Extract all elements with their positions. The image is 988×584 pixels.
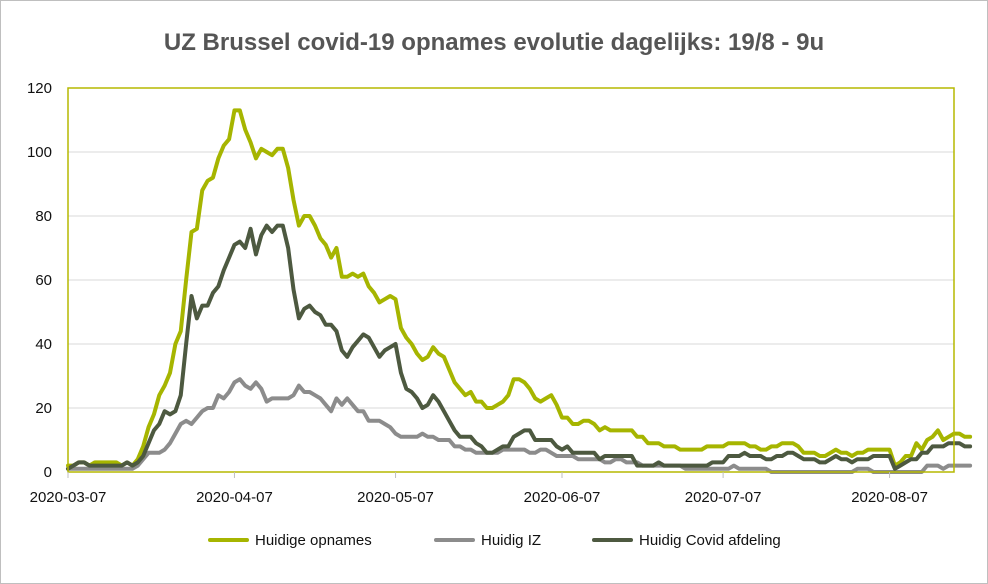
gridlines: [68, 151, 954, 409]
x-tick-label: 2020-05-07: [357, 489, 434, 506]
legend: Huidige opnames Huidig IZ Huidig Covid afd…: [208, 532, 781, 549]
y-tick-label: 60: [35, 272, 52, 289]
legend-label-huidig-iz: Huidig IZ: [481, 532, 541, 549]
series-line-huidig-covid-afdeling: [66, 223, 973, 471]
legend-label-huidig-covid-afdeling: Huidig Covid afdeling: [639, 532, 781, 549]
y-tick-label: 20: [35, 400, 52, 417]
legend-label-huidige-opnames: Huidige opnames: [255, 532, 372, 549]
y-axis-ticks: 0 20 40 60 80 100 120: [27, 80, 52, 481]
x-tick-label: 2020-06-07: [524, 489, 601, 506]
y-tick-label: 40: [35, 336, 52, 353]
x-tick-label: 2020-04-07: [196, 489, 273, 506]
series-line-huidige-opnames: [66, 108, 973, 468]
y-tick-label: 0: [44, 464, 52, 481]
chart-title: UZ Brussel covid-19 opnames evolutie dag…: [163, 29, 825, 56]
plot-area-border: [67, 87, 955, 473]
x-tick-label: 2020-08-07: [851, 489, 928, 506]
x-axis-ticks: 2020-03-07 2020-04-07 2020-05-07 2020-06-07…: [30, 472, 928, 506]
x-tick-label: 2020-03-07: [30, 489, 107, 506]
series-lines: [66, 108, 973, 474]
y-tick-label: 100: [27, 144, 52, 161]
y-tick-label: 120: [27, 80, 52, 97]
y-tick-label: 80: [35, 208, 52, 225]
x-tick-label: 2020-07-07: [685, 489, 762, 506]
